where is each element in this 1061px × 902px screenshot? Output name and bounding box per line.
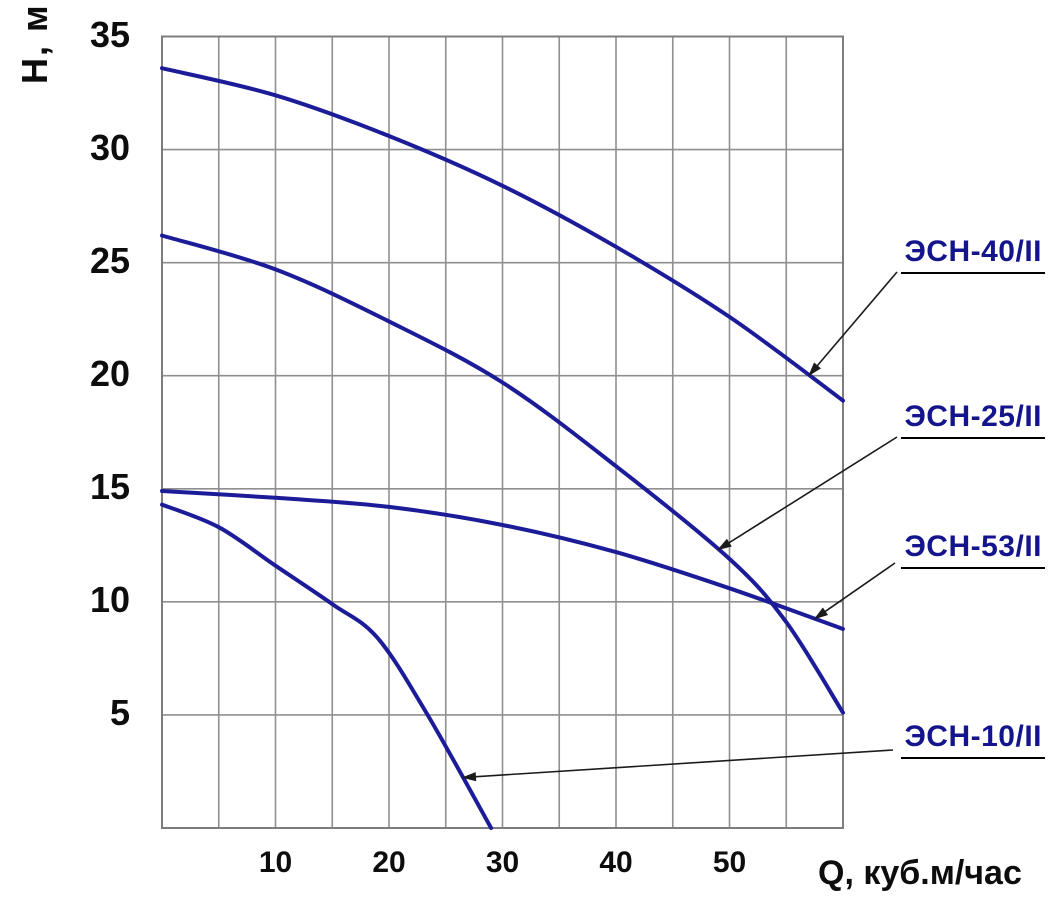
y-tick-label-10: 10 [89,579,130,621]
x-tick-label-50: 50 [712,846,747,879]
x-axis-ticks: 10 20 30 40 50 [0,848,1061,888]
x-tick-label-10: 10 [258,846,293,879]
y-tick-label-30: 30 [89,126,130,168]
curve-esn-53-ii [160,489,845,631]
x-tick-label-40: 40 [599,846,633,879]
x-tick-label-30: 30 [485,846,520,879]
leader-esn-25-ii [717,436,898,551]
leader-esn-40-ii [808,271,898,377]
y-tick-label-25: 25 [89,239,130,281]
curve-esn-25-ii [160,233,845,715]
curve-esn-40-ii [160,66,845,403]
grid-lines [161,35,844,829]
series-label-esn-40-ii: ЭСН-40/II [901,235,1045,274]
leader-esn-53-ii [813,562,896,620]
x-tick-label-20: 20 [372,846,406,879]
series-label-esn-10-ii: ЭСН-10/II [901,720,1045,759]
y-axis-ticks: 35 30 25 20 15 10 5 [0,0,132,902]
leader-arrows [461,271,898,782]
x-axis-title: Q, куб.м/час [818,854,1022,892]
series-label-esn-25-ii: ЭСН-25/II [901,400,1045,439]
curve-esn-10-ii [160,502,494,830]
y-tick-label-20: 20 [89,352,130,394]
series-curves [160,66,845,830]
series-label-esn-53-ii: ЭСН-53/II [901,530,1045,569]
plot-border-rect [161,35,844,829]
y-tick-label-15: 15 [89,465,130,507]
y-tick-label-35: 35 [89,13,130,55]
y-tick-label-5: 5 [109,692,130,734]
plot-border [161,35,844,829]
leader-esn-10-ii [461,749,894,782]
